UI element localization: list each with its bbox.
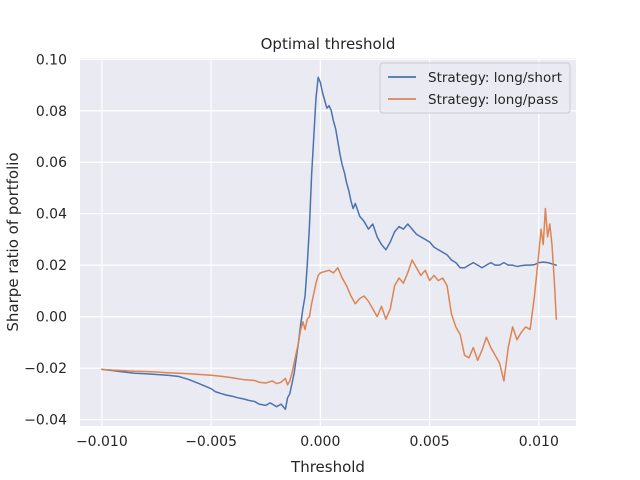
x-axis-label: Threshold: [290, 458, 365, 476]
series-line-long-pass: [101, 207, 558, 386]
legend: Strategy: long/short Strategy: long/pass: [379, 62, 571, 114]
y-tick-label: −0.04: [24, 413, 67, 429]
y-tick-labels: −0.04 −0.02 0.00 0.02 0.04 0.06 0.08 0.10: [24, 52, 67, 428]
y-tick-label: 0.10: [36, 52, 67, 68]
legend-entry: Strategy: long/short: [428, 70, 562, 86]
y-axis-label: Sharpe ratio of portfolio: [4, 152, 22, 331]
y-tick-label: 0.02: [36, 258, 67, 274]
y-tick-label: 0.06: [36, 155, 67, 171]
plot-background: [80, 58, 576, 426]
chart-title: Optimal threshold: [261, 35, 396, 53]
legend-box: [379, 62, 571, 114]
series-line-long-short: [101, 76, 558, 411]
series-lines: [101, 76, 558, 411]
y-tick-label: 0.08: [36, 104, 67, 120]
y-tick-label: −0.02: [24, 361, 67, 377]
y-tick-label: 0.00: [36, 310, 67, 326]
x-tick-label: 0.000: [300, 434, 340, 450]
y-tick-label: 0.04: [36, 207, 67, 223]
x-tick-label: −0.005: [185, 434, 237, 450]
x-tick-label: 0.010: [519, 434, 559, 450]
legend-entry: Strategy: long/pass: [428, 92, 558, 108]
x-tick-label: −0.010: [76, 434, 128, 450]
grid: [80, 58, 576, 426]
x-tick-labels: −0.010 −0.005 0.000 0.005 0.010: [76, 434, 559, 450]
x-tick-label: 0.005: [410, 434, 450, 450]
